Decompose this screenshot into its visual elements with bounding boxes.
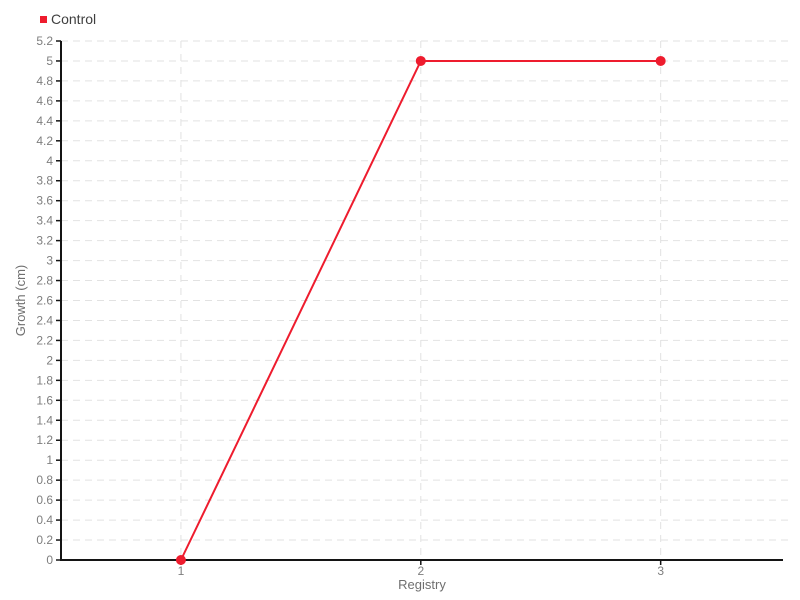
y-tick-label: 1.6	[36, 393, 53, 407]
y-tick-label: 2.4	[36, 313, 53, 327]
y-tick-label: 4.6	[36, 94, 53, 108]
y-tick-label: 4.8	[36, 74, 53, 88]
y-tick-label: 0	[46, 553, 53, 567]
y-tick-label: 1	[46, 453, 53, 467]
legend-marker-icon	[40, 15, 47, 23]
y-tick-label: 2.2	[36, 333, 53, 347]
x-tick-label: 1	[178, 564, 185, 578]
y-tick-label: 0.4	[36, 513, 53, 527]
y-tick-label: 3.2	[36, 234, 53, 248]
y-tick-label: 3.8	[36, 174, 53, 188]
x-tick-label: 3	[657, 564, 664, 578]
y-tick-label: 1.2	[36, 433, 53, 447]
y-tick-label: 1.8	[36, 373, 53, 387]
legend-item-control[interactable]: Control	[40, 12, 96, 26]
x-tick-label: 2	[417, 564, 424, 578]
y-tick-label: 0.6	[36, 493, 53, 507]
y-tick-label: 1.4	[36, 413, 53, 427]
legend-label: Control	[51, 11, 97, 27]
y-axis-title: Growth (cm)	[13, 265, 28, 337]
y-tick-label: 0.8	[36, 473, 53, 487]
y-tick-label: 2.8	[36, 274, 53, 288]
y-tick-label: 5.2	[36, 34, 53, 48]
y-tick-label: 4.2	[36, 134, 53, 148]
y-tick-label: 3.4	[36, 214, 53, 228]
y-tick-label: 4.4	[36, 114, 53, 128]
y-tick-label: 2.6	[36, 294, 53, 308]
y-tick-label: 0.2	[36, 533, 53, 547]
y-tick-label: 4	[46, 154, 53, 168]
data-point-control[interactable]	[415, 55, 426, 66]
y-tick-label: 5	[46, 54, 53, 68]
data-point-control[interactable]	[175, 555, 186, 565]
y-tick-label: 3	[46, 254, 53, 268]
y-tick-label: 2	[46, 353, 53, 367]
data-point-control[interactable]	[655, 55, 666, 66]
y-tick-label: 3.6	[36, 194, 53, 208]
x-axis-title: Registry	[398, 577, 446, 592]
